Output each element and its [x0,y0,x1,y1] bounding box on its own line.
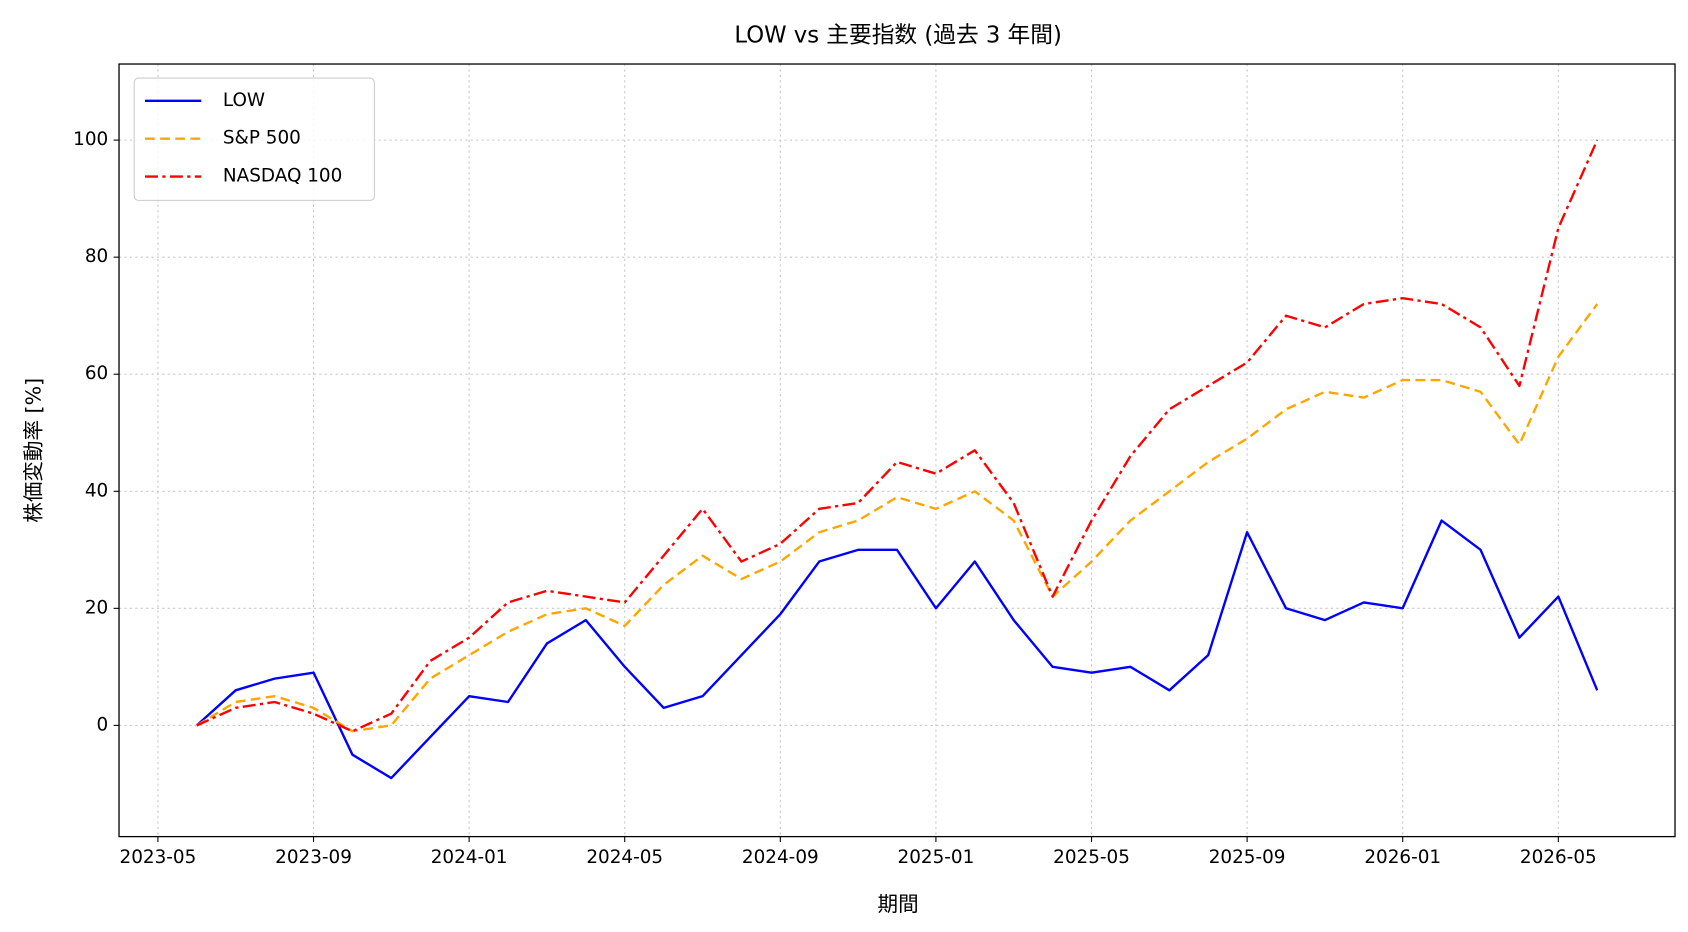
x-tick-label: 2026-05 [1520,847,1597,868]
x-tick-label: 2026-01 [1364,847,1441,868]
x-tick-label: 2024-05 [586,847,663,868]
y-tick-label: 40 [85,480,108,501]
y-tick-label: 20 [85,597,108,618]
legend-label: LOW [223,90,265,111]
x-axis-label: 期間 [878,892,919,916]
series-line [196,519,1599,780]
series-line [196,139,1599,733]
y-tick-label: 0 [97,714,109,735]
x-tick-label: 2025-09 [1209,847,1286,868]
legend-box [133,77,375,201]
x-tick-label: 2025-05 [1053,847,1130,868]
y-tick-label: 100 [73,129,108,150]
y-tick-label: 60 [85,363,108,384]
plot-frame [118,63,1676,838]
x-tick-label: 2025-01 [898,847,975,868]
y-tick-label: 80 [85,246,108,267]
legend-label: NASDAQ 100 [223,166,342,187]
legend: LOW S&P 500 NASDAQ 100 [133,77,375,201]
series-line [196,303,1599,733]
chart-title: LOW vs 主要指数 (過去 3 年間) [734,22,1062,48]
x-tick-label: 2023-09 [275,847,352,868]
legend-label: S&P 500 [223,128,301,149]
y-axis-label: 株価変動率 [%] [22,378,46,523]
x-tick-label: 2024-09 [742,847,819,868]
x-tick-label: 2024-01 [431,847,508,868]
x-tick-label: 2023-05 [120,847,197,868]
